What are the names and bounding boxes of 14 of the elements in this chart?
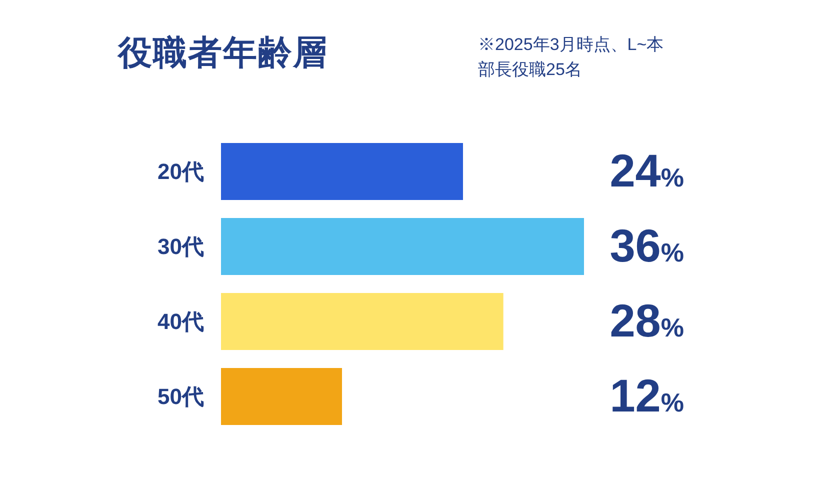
data-label: 36% <box>610 220 684 272</box>
text: ※2025年3月時点、L~本部長役職25名 <box>478 34 665 81</box>
data-label: 24% <box>610 144 684 196</box>
bar <box>221 368 342 425</box>
y-tick-label: 50代 <box>158 384 204 409</box>
bar <box>221 293 504 350</box>
y-tick-label: 40代 <box>158 309 204 334</box>
y-tick-label: 20代 <box>158 159 204 184</box>
y-tick-label: 30代 <box>158 234 204 259</box>
data-label: 28% <box>610 294 684 346</box>
bar <box>221 143 463 200</box>
chart-title: 役職者年齢層 <box>118 33 328 74</box>
bar <box>221 218 584 275</box>
data-label: 12% <box>610 370 684 422</box>
